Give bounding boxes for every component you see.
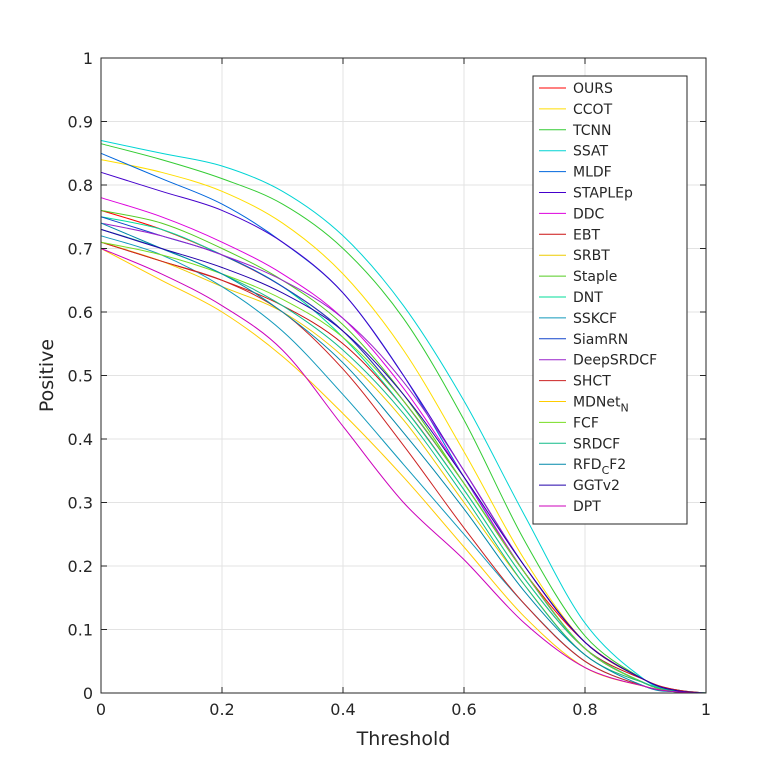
x-axis-label: Threshold bbox=[356, 728, 451, 750]
legend-label: SRBT bbox=[573, 248, 610, 264]
x-tick-label: 0.4 bbox=[330, 700, 355, 719]
legend-label: Staple bbox=[573, 269, 617, 285]
legend-label: DNT bbox=[573, 290, 603, 306]
y-tick-label: 0.5 bbox=[68, 367, 93, 386]
legend-label: SRDCF bbox=[573, 436, 620, 452]
y-tick-label: 0.8 bbox=[68, 176, 93, 195]
legend-label: GGTv2 bbox=[573, 478, 620, 494]
legend-label: MDNetN bbox=[573, 395, 629, 415]
legend-label: STAPLEp bbox=[573, 186, 633, 202]
x-tick-label: 0.2 bbox=[209, 700, 234, 719]
legend-label: EBT bbox=[573, 227, 600, 243]
series-lines bbox=[100, 140, 707, 694]
y-tick-label: 0.9 bbox=[68, 113, 93, 132]
series-line-dpt bbox=[100, 248, 707, 694]
y-tick-label: 0.4 bbox=[68, 430, 93, 449]
legend-label: CCOT bbox=[573, 102, 613, 118]
y-tick-label: 1 bbox=[83, 49, 93, 68]
legend: OURS CCOT TCNN SSAT MLDF STAPLEp DDC EBT SRBT Sta… bbox=[532, 75, 688, 525]
x-tick-label: 0.8 bbox=[572, 700, 597, 719]
legend-label: DPT bbox=[573, 499, 601, 515]
y-axis-label: Positive bbox=[36, 339, 58, 412]
legend-label: SSAT bbox=[573, 144, 609, 160]
legend-label: FCF bbox=[573, 415, 599, 431]
legend-label: DeepSRDCF bbox=[573, 353, 657, 369]
y-tick-label: 0.2 bbox=[68, 557, 93, 576]
x-tick-label: 0 bbox=[96, 700, 106, 719]
y-tick-label: 0.1 bbox=[68, 621, 93, 640]
legend-label: OURS bbox=[573, 81, 613, 97]
legend-label: SiamRN bbox=[573, 332, 628, 348]
y-tick-label: 0.6 bbox=[68, 303, 93, 322]
series-line-ggtv2 bbox=[100, 228, 707, 694]
y-tick-label: 0 bbox=[83, 684, 93, 703]
y-tick-label: 0.7 bbox=[68, 240, 93, 259]
legend-label: DDC bbox=[573, 206, 605, 222]
legend-label: SSKCF bbox=[573, 311, 617, 327]
y-tick-label: 0.3 bbox=[68, 494, 93, 513]
x-tick-label: 0.6 bbox=[451, 700, 476, 719]
axis-ticks: 0 0.2 0.4 0.6 0.8 1 0 0.1 0.2 0.3 0.4 0.5 0.6 0.7 0.8 0… bbox=[68, 49, 712, 719]
x-tick-label: 1 bbox=[701, 700, 711, 719]
legend-label: SHCT bbox=[573, 374, 611, 390]
legend-label: TCNN bbox=[572, 123, 611, 139]
legend-label: MLDF bbox=[573, 165, 612, 181]
legend-label: RFDCF2 bbox=[573, 457, 626, 477]
